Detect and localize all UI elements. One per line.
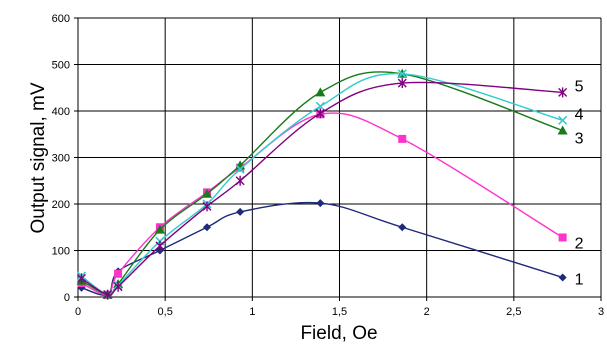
y-tick-label: 400: [52, 106, 70, 118]
data-point: [315, 101, 325, 111]
data-point: [236, 207, 245, 216]
series-layer: [76, 68, 568, 300]
series-label-3: 3: [575, 131, 584, 148]
x-tick-label: 0,5: [158, 306, 173, 318]
y-axis-title: Output signal, mV: [28, 82, 49, 233]
data-point: [113, 281, 123, 292]
data-point: [235, 164, 245, 174]
x-tick-label: 2: [424, 306, 430, 318]
data-point: [397, 78, 407, 89]
x-tick-label: 2,5: [506, 306, 521, 318]
data-point: [398, 223, 407, 232]
x-tick-label: 1: [249, 306, 255, 318]
data-point: [203, 223, 212, 232]
data-point: [315, 87, 326, 97]
data-point: [315, 108, 325, 119]
data-point-stroke: [315, 101, 325, 111]
data-point: [558, 87, 568, 98]
y-tick-label: 100: [52, 246, 70, 258]
y-tick-label: 0: [64, 292, 70, 304]
data-point: [557, 125, 568, 135]
data-point-stroke: [397, 69, 407, 79]
data-point: [316, 199, 325, 208]
series-label-1: 1: [575, 271, 584, 288]
series-5: [76, 78, 568, 300]
y-tick-label: 600: [52, 13, 70, 25]
data-point: [103, 289, 113, 300]
data-point: [114, 269, 123, 278]
x-tick-label: 3: [598, 306, 604, 318]
grid: [74, 17, 602, 301]
data-point: [558, 273, 567, 282]
x-axis-title: Field, Oe: [300, 323, 377, 344]
tick-labels: 0 100 200 300 400 500 600 0 0,5 1 1,5 2 2,5 3: [52, 13, 604, 318]
y-tick-label: 300: [52, 153, 70, 165]
data-point: [154, 224, 165, 234]
data-point: [202, 201, 212, 212]
data-point: [155, 240, 165, 251]
data-point: [76, 273, 86, 284]
data-point-stroke: [558, 115, 568, 125]
y-tick-label: 200: [52, 199, 70, 211]
data-point: [558, 233, 567, 242]
data-point: [202, 188, 213, 198]
data-point-stroke: [235, 164, 245, 174]
x-tick-label: 1,5: [332, 306, 347, 318]
data-point: [398, 134, 407, 143]
series-label-4: 4: [575, 106, 584, 123]
data-point: [558, 115, 568, 125]
series-labels: 1 2 3 4 5: [575, 78, 584, 288]
series-label-2: 2: [575, 235, 584, 252]
x-tick-label: 0: [75, 306, 81, 318]
data-point: [397, 69, 407, 79]
y-tick-label: 500: [52, 60, 70, 72]
data-point: [235, 175, 245, 186]
series-label-5: 5: [575, 78, 584, 95]
